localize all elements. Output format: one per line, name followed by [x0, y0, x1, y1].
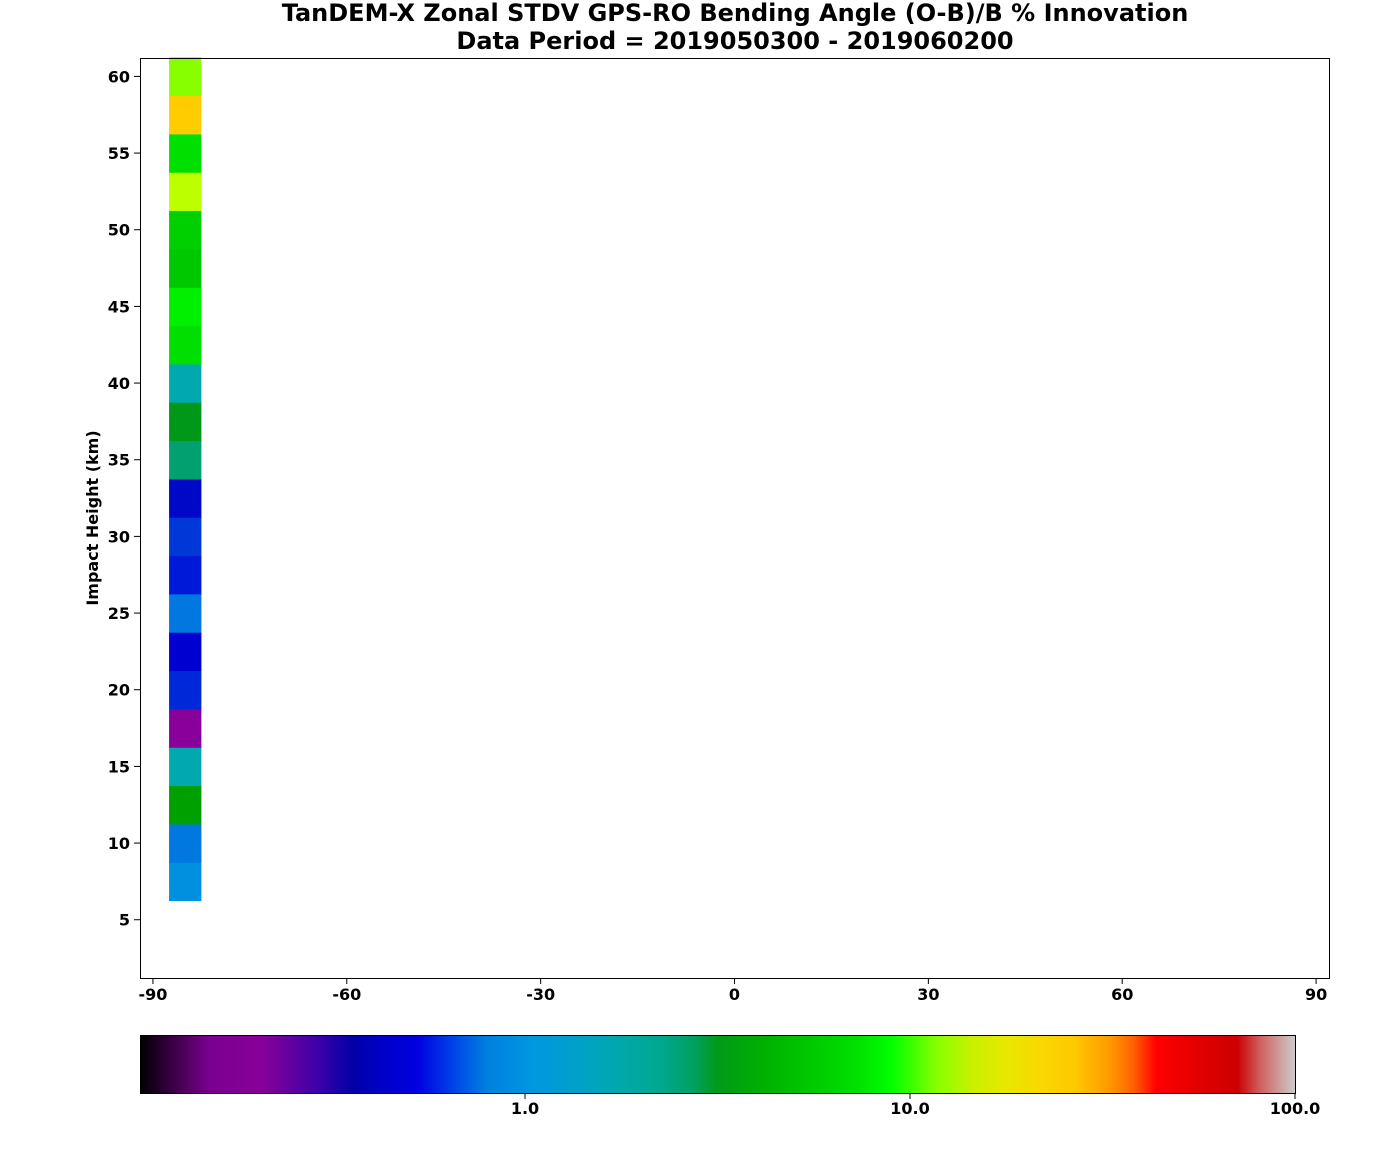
heatmap-cell-3 — [169, 747, 202, 787]
y-tick-label-10: 55 — [108, 144, 130, 163]
heatmap-cell-11 — [169, 440, 202, 480]
heatmap-cell-0 — [169, 862, 202, 902]
heatmap-cell-7 — [169, 593, 202, 633]
heatmap-cell-19 — [169, 133, 202, 173]
plot-frame — [140, 58, 1330, 979]
y-tick-label-5: 30 — [108, 527, 130, 546]
colorbar — [140, 1035, 1295, 1093]
y-tick-label-1: 10 — [108, 834, 130, 853]
x-tick-label-2: -30 — [526, 985, 555, 1004]
heatmap-cell-6 — [169, 632, 202, 672]
y-axis-label: Impact Height (km) — [83, 430, 102, 605]
x-axis: -90 -60 -30 0 30 60 90 — [138, 978, 1327, 1004]
x-tick-label-6: 90 — [1305, 985, 1327, 1004]
heatmap-cell-13 — [169, 363, 202, 403]
colorbar-tick-label-2: 100.0 — [1270, 1099, 1321, 1118]
heatmap-cell-5 — [169, 670, 202, 710]
heatmap-cell-9 — [169, 517, 202, 557]
x-tick-label-3: 0 — [729, 985, 740, 1004]
heatmap-cell-8 — [169, 555, 202, 595]
heatmap-cell-16 — [169, 248, 202, 288]
heatmap-cell-20 — [169, 95, 202, 135]
y-tick-label-6: 35 — [108, 451, 130, 470]
colorbar-frame — [140, 1035, 1296, 1094]
x-tick-label-4: 30 — [917, 985, 939, 1004]
colorbar-axis: 1.0 10.0 100.0 — [511, 1093, 1320, 1118]
heatmap-cell-2 — [169, 785, 202, 825]
y-tick-label-11: 60 — [108, 67, 130, 86]
colorbar-tick-label-1: 10.0 — [890, 1099, 929, 1118]
y-tick-label-3: 20 — [108, 681, 130, 700]
heatmap-cell-12 — [169, 402, 202, 442]
y-tick-label-8: 45 — [108, 297, 130, 316]
heatmap-cell-17 — [169, 210, 202, 250]
heatmap-cell-18 — [169, 172, 202, 212]
chart-subtitle: Data Period = 2019050300 - 2019060200 — [456, 27, 1013, 55]
heatmap-cell-10 — [169, 478, 202, 518]
heatmap-cell-15 — [169, 287, 202, 327]
heatmap-cell-21 — [169, 57, 202, 97]
y-tick-label-0: 5 — [119, 911, 130, 930]
heatmap-cell-14 — [169, 325, 202, 365]
heatmap-cell-1 — [169, 823, 202, 863]
x-tick-label-0: -90 — [138, 985, 167, 1004]
y-axis: 5 10 15 20 25 30 35 40 45 50 55 60 — [108, 67, 140, 930]
colorbar-tick-label-0: 1.0 — [511, 1099, 539, 1118]
heatmap-cell-4 — [169, 708, 202, 748]
y-tick-label-2: 15 — [108, 757, 130, 776]
y-tick-label-4: 25 — [108, 604, 130, 623]
chart-title: TanDEM-X Zonal STDV GPS-RO Bending Angle… — [282, 0, 1189, 27]
x-tick-label-1: -60 — [332, 985, 361, 1004]
x-tick-label-5: 60 — [1111, 985, 1133, 1004]
y-tick-label-7: 40 — [108, 374, 130, 393]
heatmap-cells — [169, 57, 202, 902]
y-tick-label-9: 50 — [108, 221, 130, 240]
